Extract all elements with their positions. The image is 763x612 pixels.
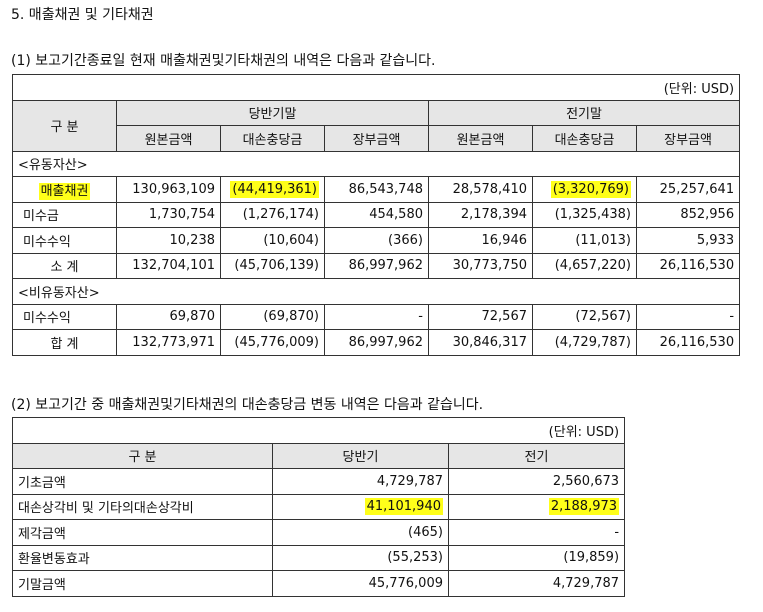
cell: 132,704,101 <box>116 252 221 279</box>
cell: (45,776,009) <box>220 329 325 356</box>
cell: (1,325,438) <box>532 201 637 228</box>
cell: 86,543,748 <box>324 176 429 203</box>
table-row: 기말금액 45,776,009 4,729,787 <box>12 570 626 597</box>
column-header: 대손충당금 <box>220 125 325 152</box>
cell: 28,578,410 <box>428 176 533 203</box>
row-label: 매출채권 <box>38 182 91 200</box>
cell: - <box>635 303 741 330</box>
prior-header: 전기 <box>447 442 626 469</box>
table1-caption: (1) 보고기간종료일 현재 매출채권및기타채권의 내역은 다음과 같습니다. <box>11 53 436 69</box>
row-label: 미수금 <box>12 201 117 228</box>
table-row: 미수금 1,730,754 (1,276,174) 454,580 2,178,… <box>12 201 741 228</box>
category-header: 구 분 <box>12 99 117 152</box>
cell: 2,560,673 <box>447 468 626 495</box>
column-header: 원본금액 <box>428 125 533 152</box>
cell: (11,013) <box>532 227 637 254</box>
table-row: 미수수익 69,870 (69,870) - 72,567 (72,567) - <box>12 303 741 330</box>
current-header: 당반기 <box>272 442 449 469</box>
column-header: 대손충당금 <box>532 125 637 152</box>
prior-period-header: 전기말 <box>427 99 741 126</box>
cell: 10,238 <box>116 227 221 254</box>
cell: (45,706,139) <box>220 252 325 279</box>
table2-caption: (2) 보고기간 중 매출채권및기타채권의 대손충당금 변동 내역은 다음과 같… <box>11 397 484 413</box>
row-label: 소 계 <box>12 252 117 279</box>
cell: (1,276,174) <box>220 201 325 228</box>
table-row: 제각금액 (465) - <box>12 519 626 546</box>
row-label: 기초금액 <box>12 468 273 495</box>
cell: 454,580 <box>324 201 429 228</box>
row-label: 합 계 <box>12 329 117 356</box>
table-row: 미수수익 10,238 (10,604) (366) 16,946 (11,01… <box>12 227 741 254</box>
row-label: 기말금액 <box>12 570 273 597</box>
cell: 852,956 <box>635 201 741 228</box>
cell: (19,859) <box>447 544 626 571</box>
cell: 130,963,109 <box>116 176 221 203</box>
current-period-header: 당반기말 <box>116 99 429 126</box>
table-row: 대손상각비 및 기타의대손상각비 41,101,940 2,188,973 <box>12 493 626 520</box>
cell: 4,729,787 <box>447 570 626 597</box>
cell: 2,178,394 <box>428 201 533 228</box>
unit-label: (단위: USD) <box>11 417 626 444</box>
row-label: 미수수익 <box>12 303 117 330</box>
section-title: 5. 매출채권 및 기타채권 <box>11 7 154 23</box>
row-label: 미수수익 <box>12 227 117 254</box>
subtotal-row: 소 계 132,704,101 (45,706,139) 86,997,962 … <box>12 252 741 279</box>
table-row: 매출채권 130,963,109 (44,419,361) 86,543,748… <box>12 176 741 203</box>
cell: 25,257,641 <box>635 176 741 203</box>
cell: (366) <box>324 227 429 254</box>
cell: 26,116,530 <box>635 329 741 356</box>
noncurrent-assets-label: <비유동자산> <box>11 278 741 305</box>
receivables-table: (단위: USD) 구 분 당반기말 전기말 원본금액 대손충당금 장부금액 원… <box>11 74 741 356</box>
cell: (3,320,769) <box>550 180 631 198</box>
cell: 1,730,754 <box>116 201 221 228</box>
current-assets-label: <유동자산> <box>11 150 741 177</box>
cell: (72,567) <box>532 303 637 330</box>
cell: 132,773,971 <box>116 329 221 356</box>
cell: (55,253) <box>272 544 449 571</box>
cell: (10,604) <box>220 227 325 254</box>
cell: 2,188,973 <box>548 498 620 516</box>
cell: 45,776,009 <box>272 570 449 597</box>
table-row: 환율변동효과 (55,253) (19,859) <box>12 544 626 571</box>
cell: 30,846,317 <box>428 329 533 356</box>
cell: (4,657,220) <box>532 252 637 279</box>
column-header: 장부금액 <box>324 125 429 152</box>
cell: 72,567 <box>428 303 533 330</box>
cell: (69,870) <box>220 303 325 330</box>
total-row: 합 계 132,773,971 (45,776,009) 86,997,962 … <box>12 329 741 356</box>
cell: 26,116,530 <box>635 252 741 279</box>
cell: 16,946 <box>428 227 533 254</box>
cell: 5,933 <box>635 227 741 254</box>
cell: (44,419,361) <box>230 180 319 198</box>
cell: 4,729,787 <box>272 468 449 495</box>
cell: 86,997,962 <box>324 252 429 279</box>
row-label: 환율변동효과 <box>12 544 273 571</box>
cell: 69,870 <box>116 303 221 330</box>
cell: - <box>324 303 429 330</box>
cell: 41,101,940 <box>364 498 443 516</box>
cell: - <box>447 519 626 546</box>
unit-label: (단위: USD) <box>11 74 741 101</box>
table-row: 기초금액 4,729,787 2,560,673 <box>12 468 626 495</box>
cell: 86,997,962 <box>324 329 429 356</box>
column-header: 장부금액 <box>635 125 741 152</box>
cell: (4,729,787) <box>532 329 637 356</box>
category-header: 구 분 <box>12 442 273 469</box>
allowance-table: (단위: USD) 구 분 당반기 전기 기초금액 4,729,787 2,56… <box>11 417 626 597</box>
cell: 30,773,750 <box>428 252 533 279</box>
column-header: 원본금액 <box>116 125 221 152</box>
row-label: 대손상각비 및 기타의대손상각비 <box>12 493 273 520</box>
cell: (465) <box>272 519 449 546</box>
row-label: 제각금액 <box>12 519 273 546</box>
